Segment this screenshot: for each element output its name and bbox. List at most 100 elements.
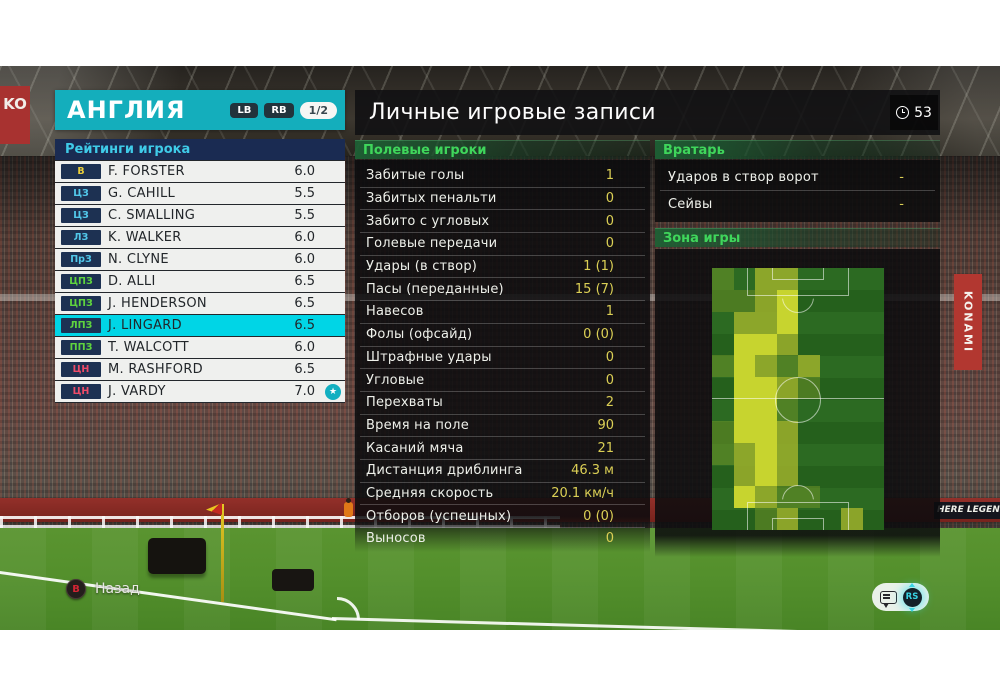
heatmap-cell [798,421,820,443]
player-rating: 6.5 [294,274,315,289]
back-hint[interactable]: B Назад [66,579,140,599]
stat-row: Фолы (офсайд) 0 (0) [360,322,645,346]
stat-row: Касаний мяча 21 [360,436,645,459]
goal-box-top [772,268,824,280]
rs-stick-icon: RS [902,582,922,612]
heatmap-cell [755,464,777,487]
player-name: T. WALCOTT [108,340,189,355]
stat-value: - [899,169,904,185]
stat-row: Забито с угловых 0 [360,209,645,232]
heatmap-cell [755,377,777,399]
position-badge: ЦН [61,384,101,399]
stat-label: Штрафные удары [366,349,492,365]
heatmap-cell [733,333,755,356]
heatmap-cell [863,312,885,334]
heatmap-cell [798,355,820,378]
stat-row: Удары (в створ) 1 (1) [360,254,645,278]
player-name: J. LINGARD [108,318,182,333]
heatmap-cell [841,508,863,530]
stat-row: Забитые голы 1 [360,165,645,187]
heatmap-cell [841,334,863,356]
position-badge: ПрЗ [61,252,101,267]
stat-row: Ударов в створ ворот - [660,164,935,190]
heatmap-cell [776,333,798,356]
heatmap-cell [820,312,842,334]
penalty-box-bottom [747,502,849,530]
heatmap-cell [863,508,885,530]
heatmap-cell [841,443,863,465]
player-row[interactable]: ПрЗ N. CLYNE 6.0 [55,249,345,270]
heatmap-cell [820,399,842,421]
heatmap-cell [755,442,777,465]
player-name: D. ALLI [108,274,156,289]
player-row[interactable]: ЦЗ C. SMALLING 5.5 [55,205,345,226]
heatmap-cell [712,355,734,378]
stat-row: Сейвы - [660,190,935,217]
stat-label: Время на поле [366,417,469,433]
player-row[interactable]: ЛЗ K. WALKER 6.0 [55,227,345,248]
clock-icon [896,106,910,119]
heatmap-cell [798,443,820,465]
heatmap-cell [733,355,755,378]
stat-row: Отборов (успешных) 0 (0) [360,504,645,527]
player-row[interactable]: ЦН J. VARDY 7.0 ★ [55,381,345,402]
stat-value: 0 (0) [583,327,614,343]
heatmap-cell [733,311,755,334]
heatmap-cell [841,377,863,399]
heatmap-cell [755,333,777,356]
rb-button[interactable]: RB [264,102,294,118]
position-badge: ЦЗ [61,186,101,201]
stat-row: Выносов 0 [360,527,645,550]
player-name: K. WALKER [108,230,182,245]
ratings-section-header: Рейтинги игрока [55,139,345,160]
stat-label: Пасы (переданные) [366,281,504,297]
heatmap-cell [712,312,734,334]
zone-panel [655,249,940,557]
player-rating: 6.0 [294,252,315,267]
heatmap-field [712,268,884,530]
player-row[interactable]: ЦПЗ D. ALLI 6.5 [55,271,345,292]
position-badge: ЦЗ [61,208,101,223]
player-row[interactable]: ЛПЗ J. LINGARD 6.5 [55,315,345,336]
konami-banner-text: KONAMI [961,290,975,354]
heatmap-cell [712,399,734,421]
player-row[interactable]: ЦН M. RASHFORD 6.5 [55,359,345,380]
goal-box-bottom [772,518,824,530]
stat-label: Забитых пенальти [366,191,497,207]
heatmap-cell [841,355,863,377]
stat-value: 0 (0) [583,508,614,524]
stat-label: Голевые передачи [366,236,498,252]
heatmap-cell [863,377,885,399]
heatmap-cell [712,486,734,508]
stat-value: 20.1 км/ч [551,485,614,501]
heatmap-cell [733,442,755,465]
heatmap-cell [712,377,734,399]
player-row[interactable]: ППЗ T. WALCOTT 6.0 [55,337,345,358]
heatmap-cell [863,421,885,443]
player-rating: 7.0 [294,384,315,399]
stat-value: 0 [605,349,614,365]
records-title: Личные игровые записи [369,100,656,125]
player-name: C. SMALLING [108,208,196,223]
match-clock: 53 [890,95,938,130]
player-row[interactable]: В F. FORSTER 6.0 [55,161,345,182]
lb-button[interactable]: LB [230,102,259,118]
player-row[interactable]: ЦПЗ J. HENDERSON 6.5 [55,293,345,314]
outfield-stats-list: Забитые голы 1 Забитых пенальти 0 Забито с у… [355,160,650,552]
stat-value: 1 [605,304,614,320]
heatmap-cell [820,421,842,443]
team-panel: АНГЛИЯ LB RB 1/2 Рейтинги игрока В F. FOR… [55,90,345,403]
penalty-box-top [747,268,849,296]
right-stick-hint[interactable]: RS [872,582,929,612]
pitchside-equipment [272,569,314,591]
b-button-icon[interactable]: B [66,579,86,599]
legend-board: HERE LEGEND [934,502,1000,519]
player-name: F. FORSTER [108,164,185,179]
stat-label: Навесов [366,304,424,320]
outfield-section-header: Полевые игроки [355,140,650,159]
stat-label: Касаний мяча [366,440,464,456]
player-row[interactable]: ЦЗ G. CAHILL 5.5 [55,183,345,204]
back-label: Назад [95,581,140,597]
player-list: В F. FORSTER 6.0 ЦЗ G. CAHILL 5.5 ЦЗ C. SMALLIN… [55,160,345,403]
player-rating: 6.0 [294,164,315,179]
